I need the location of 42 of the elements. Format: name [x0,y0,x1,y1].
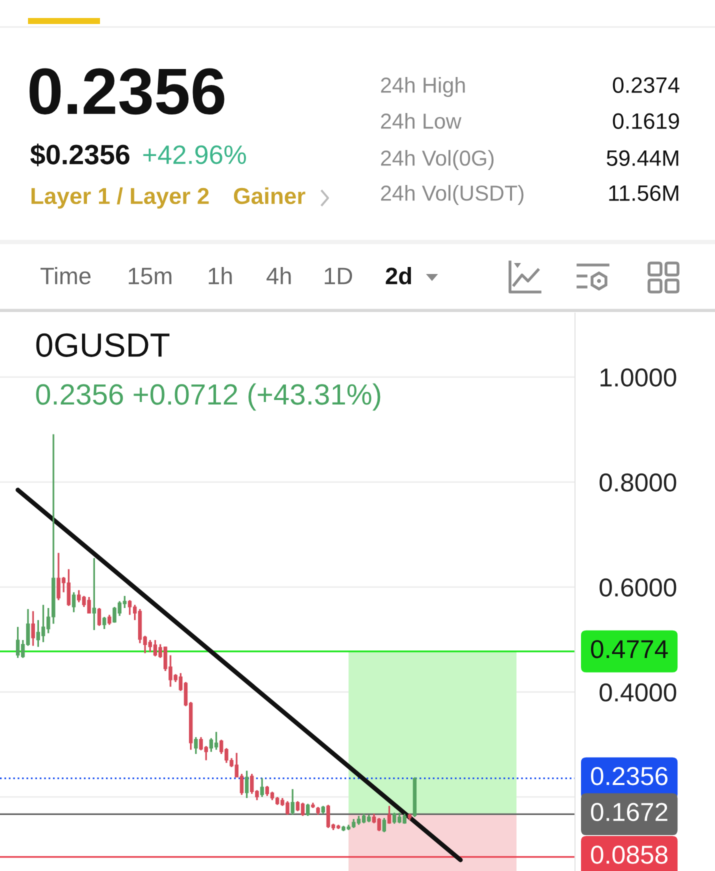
text: +42.96% [143,145,246,164]
text: $0.2356 [30,144,130,166]
ref-line-label: 0.2356 [591,767,668,786]
y-tick-label: 1.0000 [600,368,676,387]
text: 24h High [381,76,465,98]
chart-title: 0GUSDT [36,333,170,357]
text: 11.56M [609,185,678,201]
candlestick [72,591,76,614]
text: 0.2356 [30,68,224,115]
text: 0.2374 [612,77,680,93]
text: Layer 1 / Layer 2 [32,187,209,209]
candlestick [306,802,310,817]
text: Time [40,266,91,284]
candlestick [387,805,392,825]
text: 0.2356 +0.0712 (+43.31%) [36,383,380,411]
text: Gainer [234,187,306,204]
text: 1h [208,266,232,284]
text: 24h Low [381,112,462,129]
y-tick-label: 0.6000 [600,578,676,597]
candlestick [244,770,249,799]
candlestick [290,788,294,816]
text: 15m [128,268,172,284]
y-tick-label: 0.4000 [600,683,676,702]
candlestick [194,736,198,755]
text: 1D [324,268,352,284]
text: 0.1619 [612,113,679,129]
text: 4h [266,266,291,284]
y-tick-label: 0.8000 [600,473,676,492]
ref-line-label: 0.1672 [591,802,668,822]
ref-line-label: 0.4774 [591,640,668,658]
text: 24h Vol(0G) [381,150,494,170]
candlestick [260,777,264,798]
candlestick [108,614,112,626]
text: 2d [386,266,411,284]
candlestick [92,557,96,631]
ref-line-label: 0.0858 [591,846,668,864]
candlestick [102,616,106,630]
candlestick [97,607,102,627]
candlestick [31,610,35,647]
text: 59.44M [606,150,678,166]
text: 24h Vol(USDT) [381,184,524,206]
candlestick [382,817,386,833]
